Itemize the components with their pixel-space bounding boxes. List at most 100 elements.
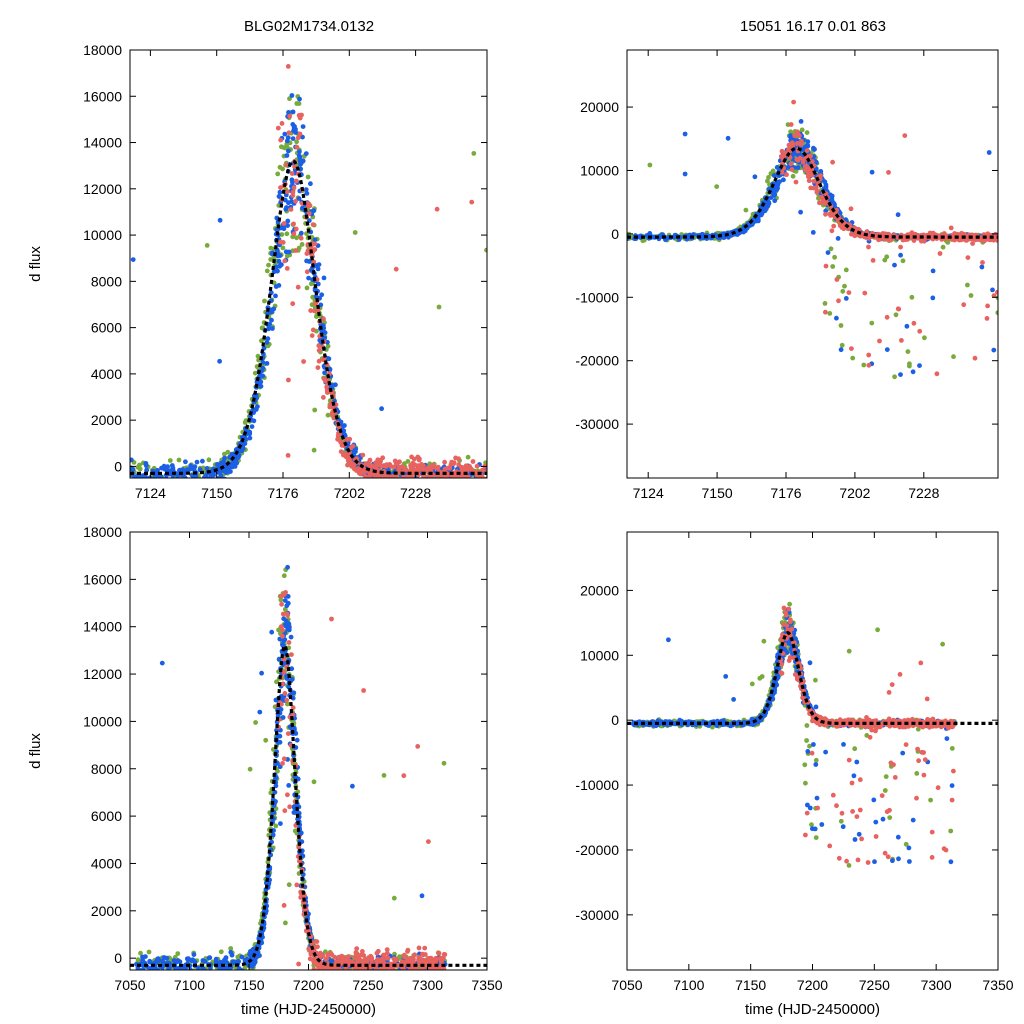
data-point-blue <box>294 737 300 743</box>
data-point-green <box>218 949 224 955</box>
data-point-red <box>342 978 347 983</box>
data-point-blue <box>805 143 811 149</box>
panel-top-left: 0200040006000800010000120001400016000180… <box>27 42 488 501</box>
data-point-red <box>311 259 317 265</box>
data-point-red <box>323 378 328 384</box>
x-tick-label: 7050 <box>114 977 145 993</box>
y-tick-label: 12000 <box>83 666 122 682</box>
data-point-red <box>338 954 344 960</box>
data-point-blue <box>434 971 439 976</box>
data-point-green <box>235 955 241 960</box>
data-point-red <box>347 968 352 970</box>
data-point-blue <box>159 660 165 666</box>
data-point-red <box>324 956 330 961</box>
data-point-red <box>306 946 312 952</box>
data-point-green <box>209 969 212 970</box>
data-point-blue <box>298 230 304 236</box>
data-point-green <box>263 737 269 743</box>
data-point-red <box>402 480 407 485</box>
data-point-red <box>321 395 326 400</box>
data-point-red <box>352 971 357 976</box>
data-point-blue <box>277 253 283 258</box>
data-point-red <box>834 277 840 282</box>
data-point-red <box>294 882 300 888</box>
data-point-green <box>137 462 142 468</box>
data-point-red <box>301 359 306 364</box>
data-point-blue <box>284 205 289 210</box>
data-point-red <box>297 131 303 137</box>
data-point-red <box>368 970 373 975</box>
data-point-red <box>380 455 386 461</box>
data-point-red <box>436 950 442 956</box>
data-point-red <box>456 481 461 486</box>
data-point-blue <box>223 470 229 475</box>
data-point-blue <box>892 262 897 268</box>
data-point-red <box>408 463 413 468</box>
data-point-red <box>405 972 410 977</box>
data-point-blue <box>289 666 295 672</box>
data-point-green <box>264 268 270 274</box>
data-point-green <box>804 738 809 743</box>
data-point-green <box>176 457 182 463</box>
data-point-red <box>849 346 854 351</box>
data-point-red <box>285 792 290 798</box>
y-tick-label: 18000 <box>83 42 122 58</box>
data-point-green <box>423 479 428 484</box>
data-point-green <box>284 253 290 259</box>
data-point-red <box>308 308 314 313</box>
data-point-red <box>440 476 446 478</box>
data-point-green <box>262 298 267 304</box>
data-point-green <box>828 246 834 252</box>
data-point-green <box>277 164 283 170</box>
data-point-red <box>405 972 410 977</box>
data-point-green <box>304 285 310 291</box>
data-point-green <box>846 648 852 654</box>
data-point-green <box>830 264 836 269</box>
y-tick-label: 0 <box>114 458 122 474</box>
data-point-blue <box>147 969 150 970</box>
data-point-green <box>183 479 188 484</box>
data-point-red <box>798 142 804 147</box>
data-point-green <box>151 972 156 977</box>
data-point-red <box>278 137 284 143</box>
y-tick-label: 4000 <box>91 855 122 871</box>
data-point-green <box>282 606 288 612</box>
data-point-red <box>376 967 382 970</box>
data-point-red <box>477 475 483 478</box>
data-point-red <box>384 980 389 985</box>
data-point-red <box>817 200 822 206</box>
data-point-green <box>965 282 970 288</box>
data-point-blue <box>276 283 282 288</box>
data-point-red <box>459 465 464 470</box>
data-point-green <box>228 946 234 951</box>
data-point-red <box>422 952 428 957</box>
data-point-blue <box>278 821 283 826</box>
data-point-blue <box>291 128 296 134</box>
data-point-blue <box>291 690 297 696</box>
data-point-green <box>749 681 755 687</box>
data-point-red <box>378 486 383 491</box>
x-tick-label: 7150 <box>233 977 264 993</box>
data-point-blue <box>835 236 841 241</box>
data-point-red <box>902 133 908 139</box>
x-tick-label: 7150 <box>702 485 733 501</box>
data-point-blue <box>217 217 223 223</box>
data-point-red <box>384 462 390 468</box>
data-point-blue <box>160 958 166 964</box>
data-point-red <box>285 453 291 458</box>
data-point-blue <box>230 959 236 965</box>
data-point-green <box>311 779 317 785</box>
data-point-green <box>206 457 212 463</box>
data-point-red <box>411 967 417 970</box>
data-point-red <box>388 476 393 478</box>
data-point-red <box>310 327 316 333</box>
plot-area <box>627 601 998 868</box>
data-point-red <box>281 756 287 762</box>
data-point-red <box>788 161 794 167</box>
data-point-blue <box>434 478 439 483</box>
data-point-red <box>409 454 414 460</box>
data-point-blue <box>276 656 282 662</box>
data-point-red <box>437 967 443 970</box>
y-tick-label: 0 <box>114 950 122 966</box>
data-point-red <box>368 953 373 959</box>
